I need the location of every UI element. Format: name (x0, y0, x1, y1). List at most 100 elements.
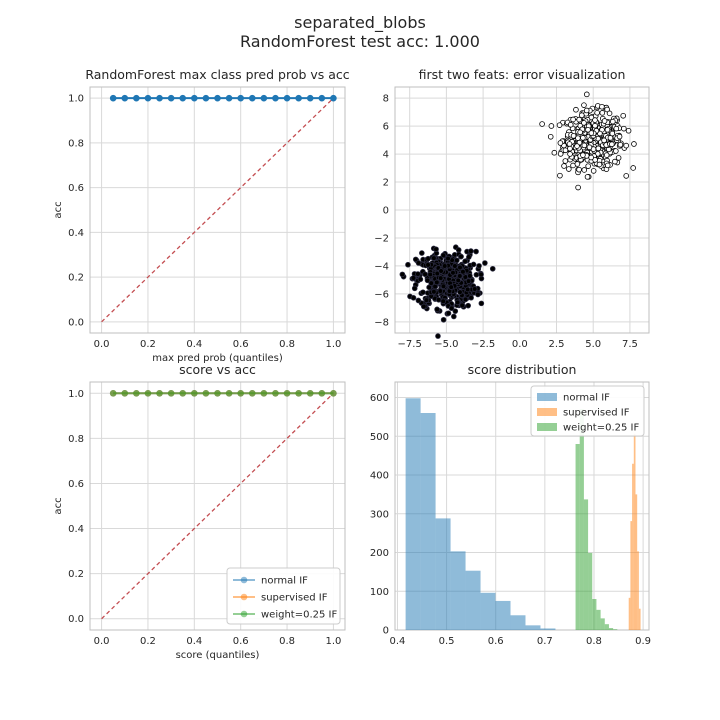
y-tick-label: 0.4 (68, 524, 84, 535)
scatter-point (588, 130, 595, 136)
y-tick-label: 0.8 (68, 138, 84, 149)
data-point (260, 94, 268, 102)
scatter-point (562, 147, 569, 154)
scatter-point (475, 291, 481, 298)
scatter-point (424, 277, 431, 284)
scatter-point (434, 270, 441, 277)
scatter-point (427, 271, 433, 278)
scatter-point (557, 172, 563, 179)
scatter-point (573, 106, 579, 113)
scatter-point (478, 271, 484, 278)
histogram-bar (480, 592, 496, 630)
y-tick-label: 2 (383, 178, 389, 189)
scatter-point (452, 308, 459, 314)
data-point (283, 389, 291, 397)
scatter-point (465, 302, 471, 309)
scatter-point (411, 285, 418, 292)
scatter-point (476, 263, 482, 269)
scatter-point (426, 284, 432, 291)
y-tick-label: −8 (374, 317, 389, 328)
data-point (191, 94, 198, 102)
scatter-point (410, 275, 417, 281)
data-point (167, 94, 175, 102)
x-tick-label: 0.8 (586, 636, 602, 647)
scatter-point (445, 310, 452, 317)
histogram-bar (632, 463, 634, 630)
scatter-point (448, 305, 455, 312)
y-tick-label: 200 (370, 548, 389, 559)
scatter-point (440, 252, 447, 259)
scatter-point (596, 161, 603, 168)
x-tick-label: −7.5 (398, 339, 422, 350)
y-tick-label: 0 (383, 206, 389, 217)
histogram-bar (540, 628, 556, 630)
scatter-point (423, 297, 430, 303)
y-tick-label: 600 (370, 393, 389, 404)
histogram-bar (420, 413, 436, 630)
data-point (306, 94, 314, 102)
histogram-bar (495, 600, 511, 630)
histogram-bar (592, 599, 597, 630)
panel-title: RandomForest max class pred prob vs acc (85, 67, 349, 82)
histogram-bar (637, 551, 639, 630)
data-point (225, 94, 233, 102)
panel-title: score distribution (468, 362, 577, 377)
scatter-point (585, 163, 591, 169)
scatter-point (603, 152, 610, 158)
scatter-point (592, 122, 598, 129)
x-tick-label: 0.0 (94, 339, 110, 350)
histogram-bar (450, 551, 466, 630)
x-tick-label: 2.5 (549, 339, 565, 350)
x-tick-label: 1.0 (325, 636, 341, 647)
scatter-point (548, 123, 555, 129)
scatter-point (586, 144, 593, 151)
histogram-bar (435, 518, 451, 630)
histogram-bar (608, 628, 614, 630)
scatter-point (557, 151, 564, 157)
scatter-point (405, 261, 411, 268)
legend-label: supervised IF (261, 593, 328, 604)
data-point (237, 389, 244, 397)
histogram-bar (510, 615, 526, 630)
scatter-point (422, 271, 428, 278)
scatter-point (452, 263, 458, 269)
histogram-bar (579, 409, 584, 630)
legend-label: supervised IF (563, 408, 630, 419)
scatter-point (575, 184, 581, 191)
data-point (191, 389, 198, 397)
scatter-point (557, 140, 564, 146)
x-tick-label: 0.6 (488, 636, 504, 647)
scatter-point (434, 306, 440, 313)
x-tick-label: 0.8 (279, 636, 295, 647)
x-tick-label: 0.0 (512, 339, 528, 350)
y-tick-label: −2 (374, 233, 389, 244)
data-point (109, 94, 117, 102)
data-point (121, 389, 129, 397)
data-point (179, 389, 187, 397)
scatter-point (438, 268, 444, 274)
scatter-point (435, 333, 441, 339)
scatter-point (460, 268, 466, 275)
data-point (144, 389, 152, 397)
x-tick-label: −2.5 (471, 339, 495, 350)
x-tick-label: 0.4 (186, 636, 202, 647)
scatter-point (415, 260, 422, 266)
x-tick-label: 0.0 (94, 636, 110, 647)
panel-title: score vs acc (179, 362, 256, 377)
scatter-point (579, 112, 585, 118)
scatter-point (462, 296, 469, 303)
scatter-point (471, 286, 478, 292)
scatter-point (454, 299, 461, 306)
x-tick-label: 0.5 (439, 636, 455, 647)
x-tick-label: 0.8 (279, 339, 295, 350)
data-point (156, 94, 163, 102)
y-tick-label: 0.8 (68, 434, 84, 445)
scatter-point (623, 142, 630, 149)
scatter-point (604, 106, 610, 113)
scatter-point (623, 173, 630, 179)
scatter-point (547, 133, 554, 140)
scatter-point (470, 261, 477, 268)
y-tick-label: 400 (370, 471, 389, 482)
data-point (202, 94, 210, 102)
